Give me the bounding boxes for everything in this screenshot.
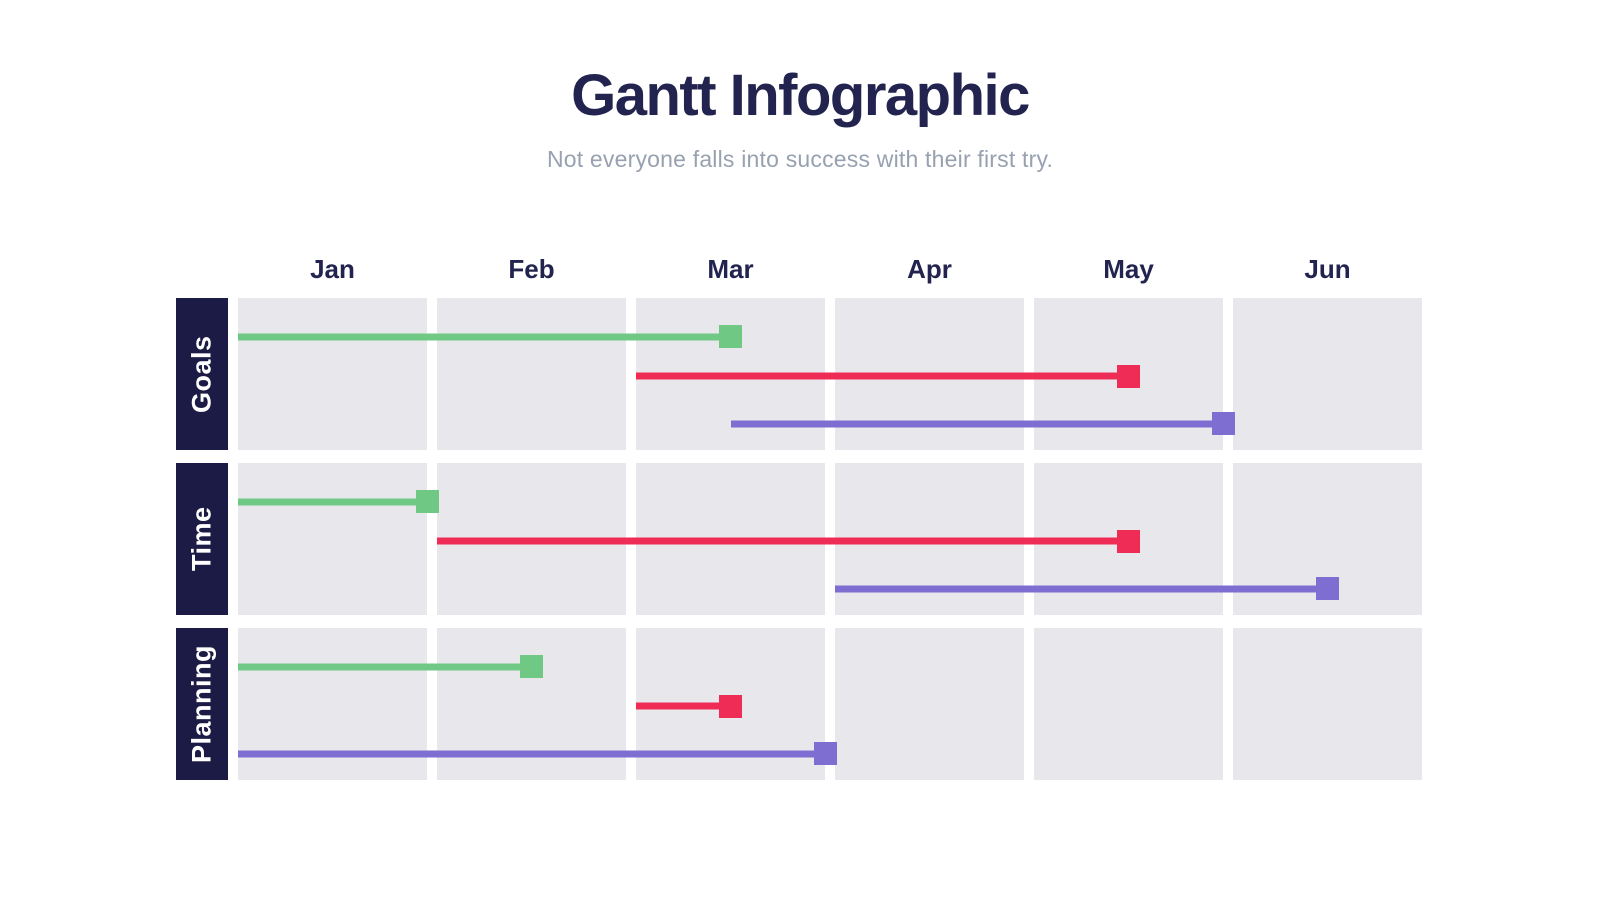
gantt-bar: [238, 655, 543, 679]
gantt-bar: [238, 490, 439, 514]
grid-cell: [1233, 628, 1422, 780]
month-label: Apr: [907, 253, 952, 284]
month-label: May: [1103, 253, 1154, 284]
bar-endpoint-marker: [813, 742, 837, 766]
gantt-bar: [238, 325, 742, 349]
grid-cell: [437, 298, 626, 450]
gantt-rows: Goals Time Planning: [176, 298, 1422, 780]
gantt-bar: [835, 577, 1339, 601]
bar-endpoint-marker: [415, 490, 439, 514]
row-cells: [238, 463, 1422, 615]
gantt-row: Planning: [176, 628, 1422, 780]
gantt-bar: [238, 742, 837, 766]
grid-cell: [238, 463, 427, 615]
row-label: Time: [176, 463, 228, 615]
gantt-bar: [730, 412, 1235, 436]
row-label: Goals: [176, 298, 228, 450]
header: Gantt Infographic Not everyone falls int…: [0, 62, 1600, 173]
gantt-bar: [636, 694, 742, 718]
bar-endpoint-marker: [1117, 529, 1140, 553]
row-cells: [238, 628, 1422, 780]
grid-cell: [1233, 298, 1422, 450]
bar-endpoint-marker: [1211, 412, 1235, 436]
page-subtitle: Not everyone falls into success with the…: [546, 146, 1054, 172]
grid-cell: [238, 298, 427, 450]
month-label: Jun: [1304, 253, 1351, 284]
month-label: Mar: [707, 253, 754, 284]
row-label: Planning: [176, 628, 228, 780]
bar-endpoint-marker: [1117, 364, 1140, 388]
grid-cell: [1034, 628, 1223, 780]
grid-cell: [835, 628, 1024, 780]
gantt-row: Time: [176, 463, 1422, 615]
month-label: Jan: [310, 253, 355, 284]
bar-endpoint-marker: [719, 325, 742, 349]
gantt-bar: [636, 364, 1140, 388]
row-cells: [238, 298, 1422, 450]
bar-endpoint-marker: [719, 694, 742, 718]
gantt-row: Goals: [176, 298, 1422, 450]
month-label: Feb: [508, 253, 555, 284]
gantt-chart: Jan Feb Mar Apr May Jun Goals Time Planning: [176, 240, 1422, 793]
page-title: Gantt Infographic: [571, 63, 1030, 128]
month-header-row: Jan Feb Mar Apr May Jun: [238, 240, 1422, 298]
bar-endpoint-marker: [520, 655, 543, 679]
gantt-bar: [437, 529, 1140, 553]
bar-endpoint-marker: [1316, 577, 1339, 601]
